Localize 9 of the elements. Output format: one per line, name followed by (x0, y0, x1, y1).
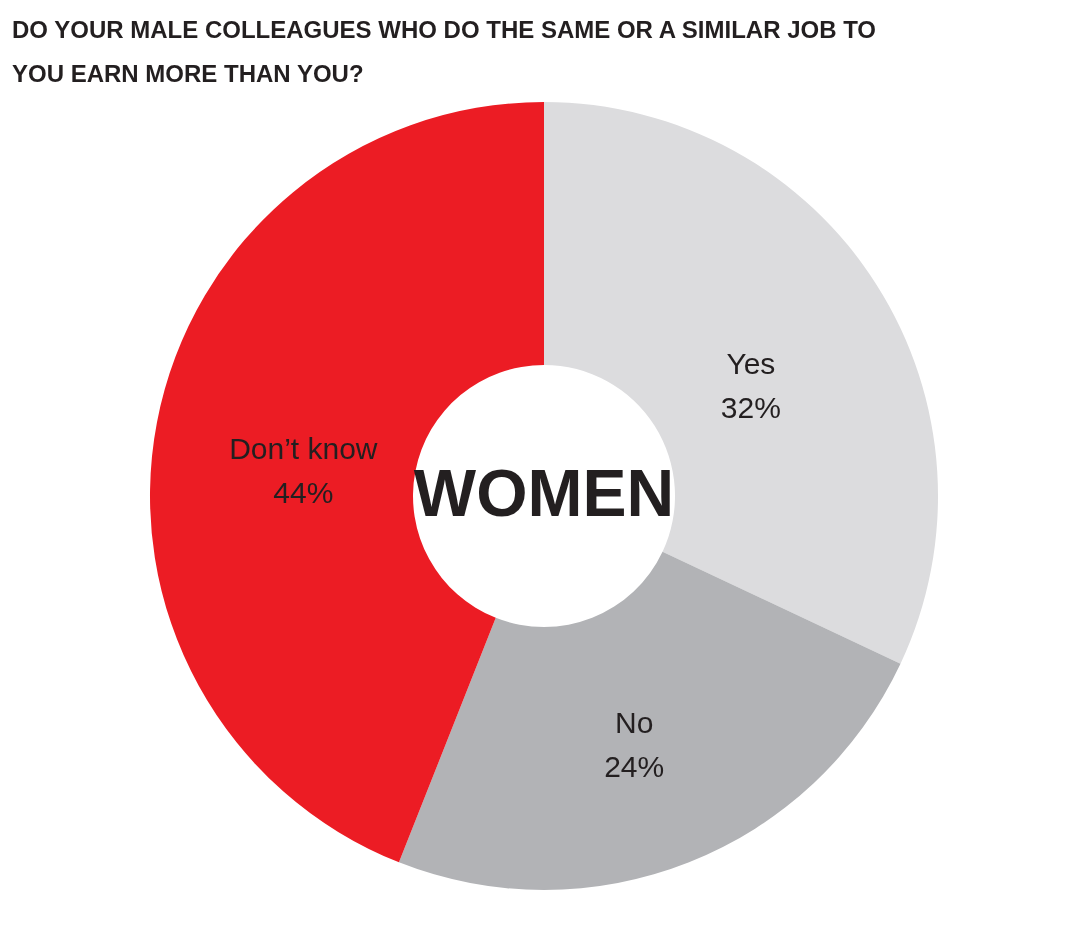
slice-label: No (615, 705, 654, 739)
data-label: 32% (720, 390, 781, 424)
donut-slice (398, 551, 901, 890)
slice-label: Don’t know (229, 432, 378, 466)
chart-title: DO YOUR MALE COLLEAGUES WHO DO THE SAME OR A SIMILAR JOB TO YOU EARN MORE THAN YOU? (12, 16, 877, 87)
text: WOMEN (413, 456, 675, 530)
slice-label: Yes (726, 346, 776, 380)
data-label: 24% (604, 749, 665, 783)
data-label: 44% (273, 476, 334, 510)
